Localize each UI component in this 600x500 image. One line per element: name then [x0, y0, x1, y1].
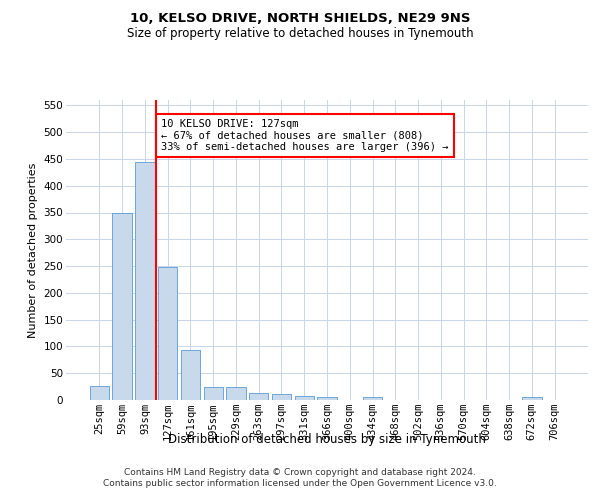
Bar	[317, 397, 337, 400]
Text: 10, KELSO DRIVE, NORTH SHIELDS, NE29 9NS: 10, KELSO DRIVE, NORTH SHIELDS, NE29 9NS	[130, 12, 470, 26]
Bar	[203, 386, 223, 400]
Bar	[226, 386, 245, 400]
Bar	[135, 162, 155, 400]
Text: Distribution of detached houses by size in Tynemouth: Distribution of detached houses by size …	[168, 432, 486, 446]
Y-axis label: Number of detached properties: Number of detached properties	[28, 162, 38, 338]
Bar	[249, 392, 268, 400]
Bar	[522, 398, 542, 400]
Text: 10 KELSO DRIVE: 127sqm
← 67% of detached houses are smaller (808)
33% of semi-de: 10 KELSO DRIVE: 127sqm ← 67% of detached…	[161, 118, 448, 152]
Bar	[363, 398, 382, 400]
Bar	[90, 386, 109, 400]
Text: Size of property relative to detached houses in Tynemouth: Size of property relative to detached ho…	[127, 28, 473, 40]
Text: Contains HM Land Registry data © Crown copyright and database right 2024.
Contai: Contains HM Land Registry data © Crown c…	[103, 468, 497, 487]
Bar	[181, 350, 200, 400]
Bar	[112, 212, 132, 400]
Bar	[295, 396, 314, 400]
Bar	[158, 267, 178, 400]
Bar	[272, 394, 291, 400]
